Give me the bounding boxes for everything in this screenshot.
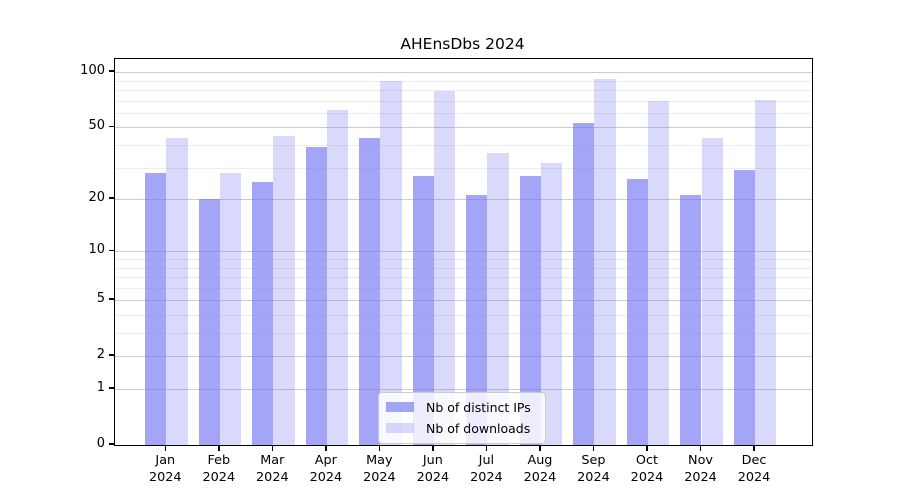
gridline-minor xyxy=(115,277,812,279)
gridline-minor xyxy=(115,100,812,102)
gridline-minor xyxy=(115,259,812,260)
gridline-10 xyxy=(115,251,812,253)
bar-distinct-ips-oct xyxy=(626,178,648,445)
y-tick-mark-5 xyxy=(109,298,114,301)
y-tick-label-100: 100 xyxy=(80,63,105,79)
gridline-5 xyxy=(115,300,812,302)
x-tick-mark-aug xyxy=(539,445,541,451)
y-tick-mark-2 xyxy=(109,354,114,357)
gridline-minor xyxy=(115,333,812,335)
x-tick-label-may: May 2024 xyxy=(363,453,396,485)
bar-downloads-nov xyxy=(701,137,723,445)
bar-distinct-ips-jun xyxy=(412,175,434,445)
x-tick-mark-sep xyxy=(592,445,595,451)
gridline-minor xyxy=(115,80,812,82)
y-tick-mark-100 xyxy=(109,70,114,72)
gridline-minor xyxy=(115,267,812,269)
gridline-minor xyxy=(115,314,812,316)
x-tick-label-jun: Jun 2024 xyxy=(416,453,450,485)
y-tick-label-5: 5 xyxy=(96,291,105,307)
bar-downloads-may xyxy=(380,80,402,445)
x-tick-label-jan: Jan 2024 xyxy=(149,453,182,485)
bar-distinct-ips-mar xyxy=(252,181,274,445)
gridline-50 xyxy=(115,127,812,129)
x-tick-mark-may xyxy=(378,445,381,451)
bar-downloads-aug xyxy=(540,162,563,445)
bar-downloads-jun xyxy=(433,91,456,445)
bar-distinct-ips-sep xyxy=(573,122,595,445)
x-tick-mark-mar xyxy=(271,445,274,451)
x-tick-mark-jul xyxy=(485,445,488,451)
gridline-minor xyxy=(115,145,812,147)
gridline-minor xyxy=(115,112,812,114)
chart-title: AHEnsDbs 2024 xyxy=(400,35,525,53)
bar-distinct-ips-dec xyxy=(733,170,756,445)
x-tick-mark-jun xyxy=(432,445,434,451)
x-tick-mark-jan xyxy=(164,445,167,451)
y-tick-mark-0 xyxy=(109,443,114,445)
legend-row-distinct-ips: Nb of distinct IPs xyxy=(386,399,537,415)
x-tick-mark-oct xyxy=(646,445,648,451)
x-tick-label-feb: Feb 2024 xyxy=(202,453,236,485)
bar-downloads-jan xyxy=(166,137,188,445)
x-tick-label-jul: Jul 2024 xyxy=(470,453,503,485)
y-tick-mark-1 xyxy=(109,387,114,389)
x-tick-label-mar: Mar 2024 xyxy=(256,453,289,485)
bar-distinct-ips-apr xyxy=(305,147,327,445)
downloads-swatch-icon xyxy=(386,423,414,433)
x-tick-label-apr: Apr 2024 xyxy=(309,453,343,485)
plot-area xyxy=(114,58,813,446)
y-tick-mark-10 xyxy=(109,249,114,252)
y-tick-label-20: 20 xyxy=(88,190,105,206)
y-tick-label-2: 2 xyxy=(96,347,105,363)
bar-downloads-dec xyxy=(755,99,777,445)
gridline-1 xyxy=(115,389,812,390)
gridline-minor xyxy=(115,90,812,92)
distinct-ips-swatch-icon xyxy=(386,402,414,412)
x-tick-mark-apr xyxy=(325,445,327,451)
bar-downloads-jul xyxy=(487,153,509,445)
legend-label-downloads: Nb of downloads xyxy=(426,420,531,436)
bar-downloads-oct xyxy=(647,100,670,445)
bar-distinct-ips-jul xyxy=(466,195,488,445)
y-tick-label-50: 50 xyxy=(88,118,105,134)
bar-downloads-feb xyxy=(219,172,242,445)
y-tick-label-1: 1 xyxy=(96,380,105,395)
x-tick-mark-nov xyxy=(699,445,702,451)
gridline-100 xyxy=(115,72,812,74)
gridline-minor xyxy=(115,287,812,289)
x-tick-label-aug: Aug 2024 xyxy=(523,453,557,485)
bar-downloads-mar xyxy=(273,135,295,445)
y-tick-mark-20 xyxy=(109,197,114,199)
legend-label-distinct-ips: Nb of distinct IPs xyxy=(426,399,531,415)
x-tick-label-nov: Nov 2024 xyxy=(684,453,717,485)
legend-row-downloads: Nb of downloads xyxy=(386,420,537,436)
y-tick-label-10: 10 xyxy=(88,242,105,258)
gridline-2 xyxy=(115,356,812,358)
y-tick-mark-50 xyxy=(109,125,114,128)
bar-distinct-ips-may xyxy=(359,137,381,445)
gridline-minor xyxy=(115,167,812,169)
bar-distinct-ips-jan xyxy=(145,172,167,445)
bar-distinct-ips-feb xyxy=(198,199,220,445)
x-tick-label-sep: Sep 2024 xyxy=(577,453,610,485)
x-tick-label-dec: Dec 2024 xyxy=(737,453,771,485)
bar-distinct-ips-aug xyxy=(519,175,541,445)
x-tick-label-oct: Oct 2024 xyxy=(630,453,664,485)
y-tick-label-0: 0 xyxy=(96,436,105,451)
bar-distinct-ips-nov xyxy=(680,195,702,445)
gridline-20 xyxy=(115,199,812,201)
bar-downloads-sep xyxy=(594,78,616,445)
x-tick-mark-feb xyxy=(218,445,220,451)
legend: Nb of distinct IPs Nb of downloads xyxy=(378,392,546,444)
bar-downloads-apr xyxy=(326,110,349,445)
x-tick-mark-dec xyxy=(753,445,755,451)
